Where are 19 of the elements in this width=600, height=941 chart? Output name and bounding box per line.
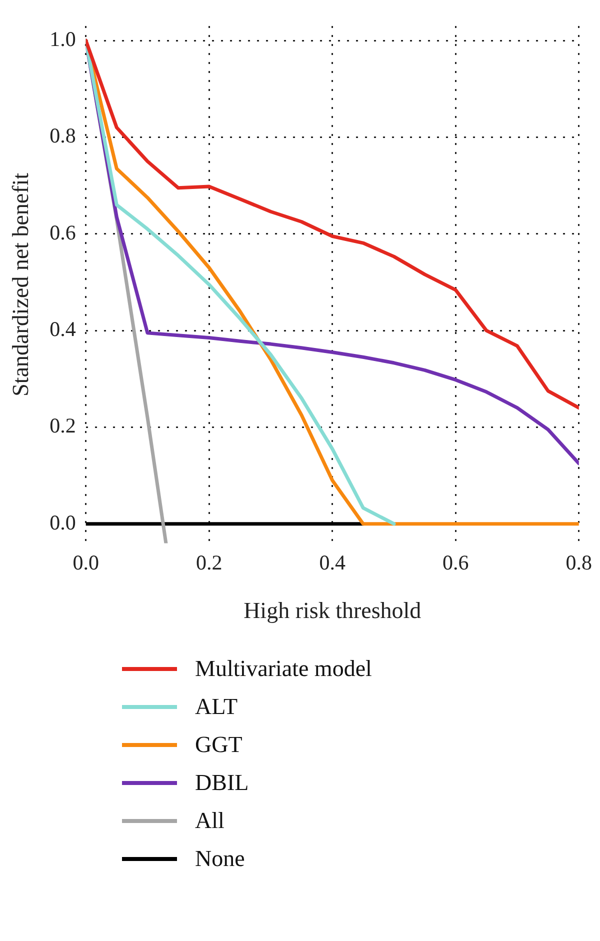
x-tick-label: 0.4 <box>319 550 346 574</box>
y-tick-label: 0.4 <box>50 317 76 342</box>
x-tick-label: 0.8 <box>566 550 592 574</box>
y-tick-label: 0.2 <box>50 414 76 438</box>
legend-label: ALT <box>195 694 238 720</box>
y-tick-label: 0.0 <box>50 510 76 534</box>
y-tick-label: 0.8 <box>50 124 76 148</box>
legend-label: DBIL <box>195 770 249 796</box>
legend-label: All <box>195 808 224 834</box>
legend-label: Multivariate model <box>195 656 372 682</box>
x-axis-title: High risk threshold <box>244 598 422 624</box>
y-tick-label: 0.6 <box>50 220 76 244</box>
legend-label: GGT <box>195 732 242 758</box>
x-tick-label: 0.2 <box>196 550 222 574</box>
y-tick-label: 1.0 <box>50 27 76 52</box>
x-tick-label: 0.0 <box>72 550 99 574</box>
y-axis-title: Standardized net benefit <box>8 172 33 396</box>
x-tick-label: 0.6 <box>442 550 469 574</box>
legend-label: None <box>195 846 245 872</box>
